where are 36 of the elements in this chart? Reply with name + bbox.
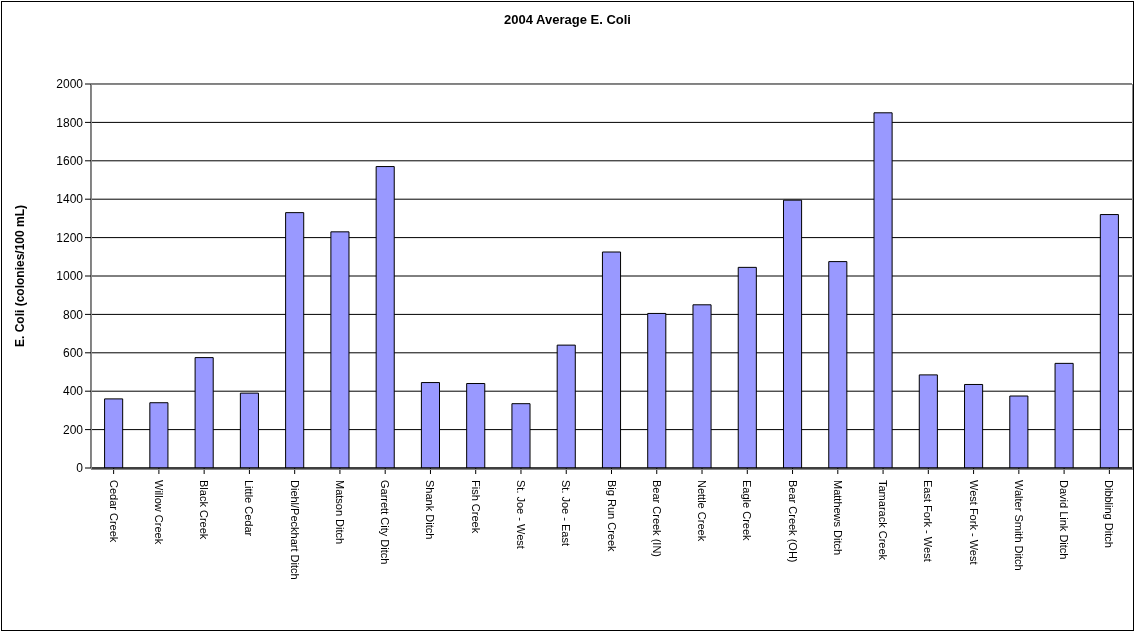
y-tick-label: 400 xyxy=(62,384,84,399)
x-tick-label: David Link Ditch xyxy=(1058,480,1071,560)
y-axis-title: E. Coli (colonies/100 mL) xyxy=(13,204,28,348)
y-tick-label: 1400 xyxy=(56,192,84,207)
x-tick-label: St. Joe - West xyxy=(514,480,527,549)
x-tick-label: Garrett City Ditch xyxy=(379,480,392,565)
x-tick-label: Big Run Creek xyxy=(605,480,618,553)
x-tick-label: Black Creek xyxy=(198,480,211,540)
y-tick-label: 1200 xyxy=(56,230,84,245)
x-tick-label: Bear Creek (OH) xyxy=(786,480,799,563)
y-tick-label: 2000 xyxy=(56,77,84,92)
x-tick-label: Fish Creek xyxy=(469,480,482,534)
chart-title: 2004 Average E. Coli xyxy=(503,12,632,27)
y-tick-label: 200 xyxy=(62,422,84,437)
x-tick-label: Matthews Ditch xyxy=(831,480,844,556)
y-tick-label: 600 xyxy=(62,346,84,361)
x-tick-label: East Fork - West xyxy=(922,480,935,562)
x-tick-label: West Fork - West xyxy=(967,480,980,565)
x-tick-label: Matson Ditch xyxy=(333,480,346,545)
x-tick-label: St. Joe - East xyxy=(560,480,573,547)
x-tick-label: Eagle Creek xyxy=(741,480,754,542)
x-tick-label: Nettle Creek xyxy=(696,480,709,542)
x-tick-label: Tamarack Creek xyxy=(877,480,890,561)
y-tick-label: 1000 xyxy=(56,269,84,284)
x-tick-label: Willow Creek xyxy=(152,480,165,545)
x-tick-label: Shank Ditch xyxy=(424,480,437,540)
y-tick-label: 0 xyxy=(76,461,84,476)
x-tick-label: Little Cedar xyxy=(243,480,256,537)
x-tick-label: Bear Creek (IN) xyxy=(650,480,663,558)
x-tick-label: Diehl/Peckhart Ditch xyxy=(288,480,301,580)
y-tick-label: 1800 xyxy=(56,115,84,130)
x-tick-label: Dibbling Ditch xyxy=(1103,480,1116,548)
y-tick-label: 800 xyxy=(62,307,84,322)
x-tick-label: Cedar Creek xyxy=(107,480,120,543)
y-tick-label: 1600 xyxy=(56,154,84,169)
x-tick-label: Walter Smith Ditch xyxy=(1012,480,1025,571)
